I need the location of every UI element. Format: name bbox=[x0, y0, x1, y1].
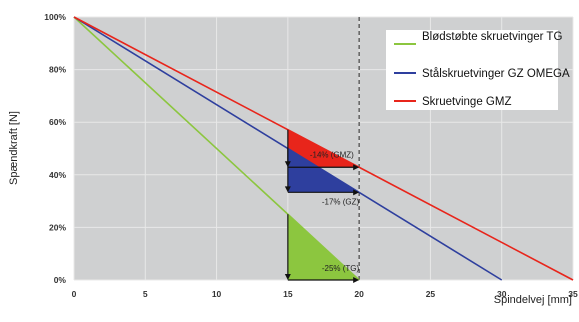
x-tick-label: 20 bbox=[354, 289, 364, 299]
y-tick-label: 100% bbox=[44, 12, 66, 22]
drop-arrow-head-horizontal bbox=[353, 277, 360, 283]
drop-arrows bbox=[284, 129, 360, 283]
y-tick-label: 20% bbox=[49, 222, 66, 232]
x-tick-label: 10 bbox=[212, 289, 222, 299]
annotation-label: -14% (GMZ) bbox=[310, 150, 354, 159]
legend: Blødstøbte skruetvinger TG Stålskruetvin… bbox=[386, 30, 570, 110]
series-line-gmz bbox=[73, 16, 574, 281]
y-tick-label: 80% bbox=[49, 65, 66, 75]
drop-arrow-head-vertical bbox=[284, 186, 291, 193]
y-tick-label: 0% bbox=[54, 275, 67, 285]
drop-arrow-head-horizontal bbox=[353, 189, 360, 196]
x-tick-label: 30 bbox=[497, 289, 507, 299]
x-tick-label: 0 bbox=[72, 289, 77, 299]
legend-label-gmz: Skruetvinge GMZ bbox=[422, 96, 511, 108]
x-tick-label: 25 bbox=[426, 289, 436, 299]
annotation-labels: -14% (GMZ) -17% (GZ) -25% (TG) bbox=[310, 150, 360, 273]
drop-arrow-head-vertical bbox=[284, 274, 291, 280]
x-tick-label: 35 bbox=[568, 289, 578, 299]
x-tick-label: 5 bbox=[143, 289, 148, 299]
drop-arrow-head-horizontal bbox=[353, 164, 360, 171]
x-axis-title: Spindelvej [mm] bbox=[494, 294, 572, 306]
annotation-label: -17% (GZ) bbox=[322, 197, 360, 206]
y-tick-labels: 0% 20% 40% 60% 80% 100% bbox=[44, 12, 66, 285]
legend-label-gz: Stålskruetvinger GZ OMEGA bbox=[422, 68, 570, 80]
y-tick-label: 60% bbox=[49, 117, 66, 127]
x-tick-labels: 0 5 10 15 20 25 30 35 bbox=[72, 289, 578, 299]
y-tick-label: 40% bbox=[49, 170, 66, 180]
legend-label-tg: Blødstøbte skruetvinger TG bbox=[422, 31, 562, 43]
y-axis-title: Spændkraft [N] bbox=[8, 111, 20, 185]
series-line-tg bbox=[73, 16, 360, 281]
annotation-label: -25% (TG) bbox=[322, 264, 360, 273]
x-tick-label: 15 bbox=[283, 289, 293, 299]
